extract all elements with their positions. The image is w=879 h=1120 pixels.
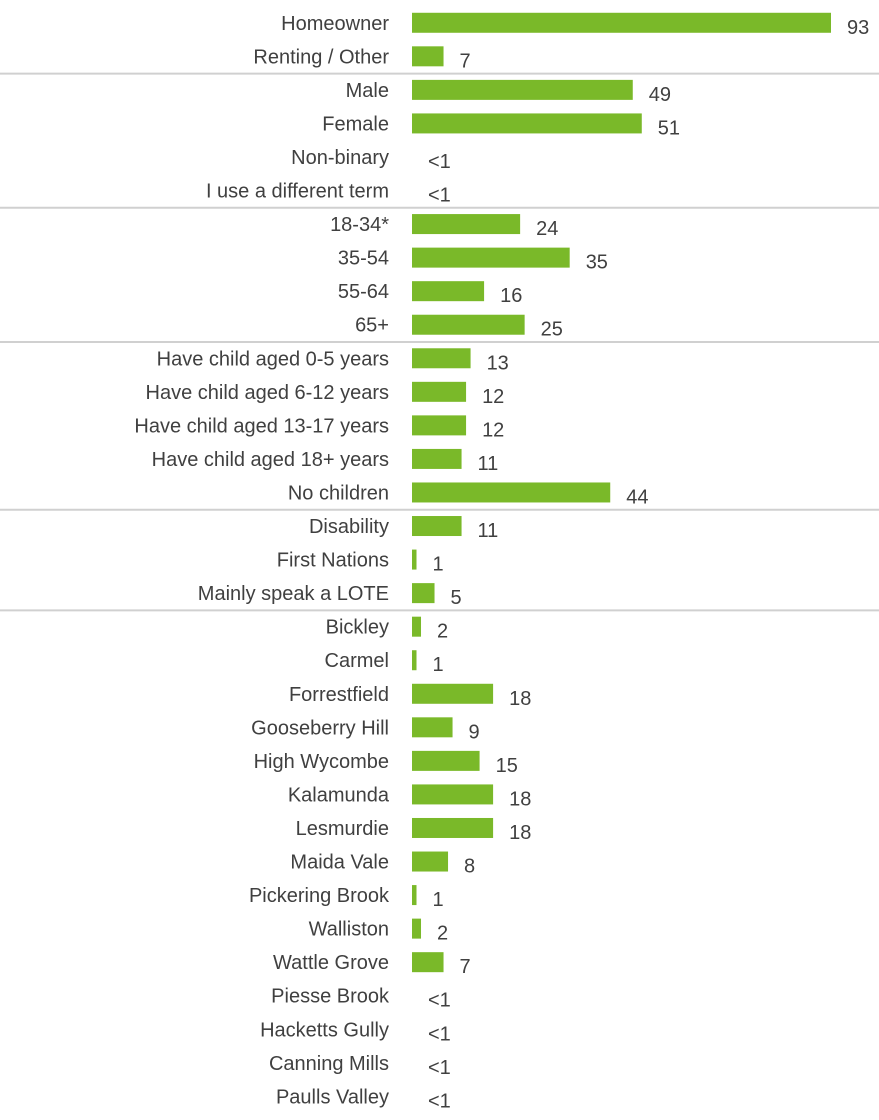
category-label: 35-54 [338,248,389,270]
value-label: 12 [482,386,504,408]
category-label: Canning Mills [269,1053,389,1075]
bar [412,851,449,872]
bar [412,113,642,134]
value-label: 8 [464,856,475,878]
bar [412,683,494,704]
value-label: <1 [428,1023,451,1045]
category-label: Non-binary [291,147,389,169]
category-label: Have child aged 0-5 years [157,348,389,370]
bar [412,516,462,537]
value-label: 24 [536,218,558,240]
category-label: Have child aged 13-17 years [134,415,389,437]
bar [412,717,453,738]
category-label: Mainly speak a LOTE [198,583,389,605]
category-label: Maida Vale [290,852,389,874]
category-label: Gooseberry Hill [251,717,389,739]
value-label: 1 [433,654,444,676]
category-label: Paulls Valley [276,1086,389,1108]
category-label: Male [346,80,389,102]
value-label: 2 [437,621,448,643]
value-label: 7 [460,50,471,72]
category-label: Hacketts Gully [260,1019,389,1041]
value-label: 93 [847,17,869,39]
value-label: 15 [496,755,518,777]
category-label: 18-34* [330,214,389,236]
value-label: <1 [428,1090,451,1112]
category-label: Forrestfield [289,684,389,706]
value-label: 7 [460,956,471,978]
bar [412,549,417,570]
value-label: 35 [586,252,608,274]
bar [412,12,831,33]
bar [412,214,521,235]
category-label: First Nations [277,550,389,572]
category-label: Pickering Brook [249,885,390,907]
category-label: Have child aged 18+ years [152,449,389,471]
bar [412,415,467,436]
bar [412,885,417,906]
category-label: High Wycombe [254,751,389,773]
value-label: <1 [428,185,451,207]
value-label: <1 [428,1057,451,1079]
bar [412,952,444,973]
bar [412,79,633,100]
category-label: Renting / Other [253,46,389,68]
value-label: 9 [469,721,480,743]
value-label: 1 [433,889,444,911]
value-label: 25 [541,319,563,341]
bar [412,918,422,939]
value-label: <1 [428,990,451,1012]
value-label: 18 [509,688,531,710]
value-label: 5 [451,587,462,609]
value-label: 51 [658,117,680,139]
bar [412,750,480,771]
category-label: 55-64 [338,281,389,303]
bar [412,314,525,335]
value-label: 18 [509,822,531,844]
category-label: Lesmurdie [296,818,389,840]
bar [412,348,471,369]
category-label: Female [322,113,389,135]
bar [412,46,444,67]
category-label: Have child aged 6-12 years [146,382,389,404]
category-label: No children [288,482,389,504]
bar [412,281,485,302]
bar [412,381,467,402]
category-label: Disability [309,516,389,538]
bar [412,448,462,469]
bar [412,247,570,268]
value-label: 12 [482,419,504,441]
category-label: Carmel [325,650,389,672]
category-label: Piesse Brook [271,986,390,1008]
value-label: 44 [626,486,648,508]
value-label: 1 [433,554,444,576]
value-label: 49 [649,84,671,106]
bar [412,650,417,671]
category-label: 65+ [355,315,389,337]
category-label: Wattle Grove [273,952,389,974]
value-label: <1 [428,151,451,173]
category-label: I use a different term [206,181,389,203]
category-label: Homeowner [281,13,389,35]
value-label: 11 [478,453,499,475]
value-label: 18 [509,788,531,810]
value-label: 2 [437,923,448,945]
bar [412,482,611,503]
value-label: 16 [500,285,522,307]
bar [412,616,422,637]
category-label: Kalamunda [288,784,390,806]
value-label: 13 [487,352,509,374]
bar [412,784,494,805]
category-label: Bickley [326,617,389,639]
bar [412,583,435,604]
category-label: Walliston [309,919,389,941]
value-label: 11 [478,520,499,542]
bar [412,817,494,838]
